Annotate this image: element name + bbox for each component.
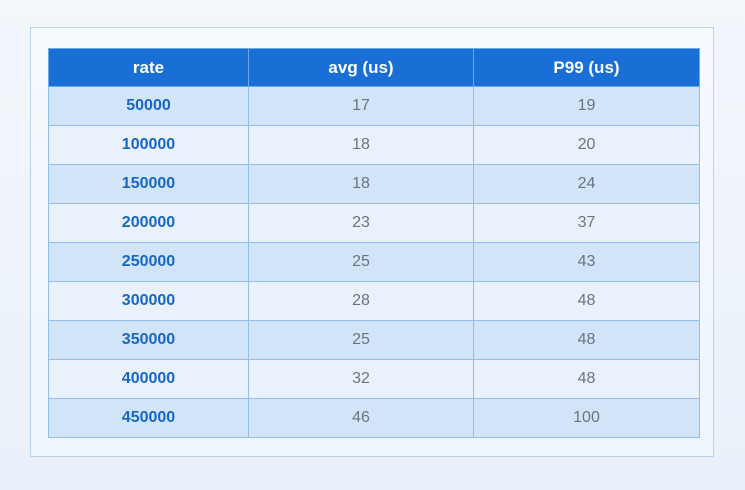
cell-p99: 20: [473, 125, 700, 165]
latency-table: rate avg (us) P99 (us) 50000 17 19 10000…: [48, 48, 700, 438]
table-header-row: rate avg (us) P99 (us): [48, 48, 700, 87]
header-avg: avg (us): [248, 48, 474, 87]
cell-avg: 23: [248, 203, 474, 243]
cell-avg: 25: [248, 320, 474, 360]
cell-p99: 48: [473, 359, 700, 399]
cell-avg: 17: [248, 86, 474, 126]
table-panel: rate avg (us) P99 (us) 50000 17 19 10000…: [30, 27, 714, 457]
cell-rate: 450000: [48, 398, 249, 438]
cell-avg: 32: [248, 359, 474, 399]
cell-p99: 37: [473, 203, 700, 243]
cell-rate: 350000: [48, 320, 249, 360]
cell-avg: 25: [248, 242, 474, 282]
cell-p99: 19: [473, 86, 700, 126]
cell-rate: 150000: [48, 164, 249, 204]
table-row: 350000 25 48: [48, 320, 700, 360]
cell-p99: 24: [473, 164, 700, 204]
cell-avg: 18: [248, 164, 474, 204]
header-p99: P99 (us): [473, 48, 700, 87]
cell-rate: 50000: [48, 86, 249, 126]
cell-rate: 400000: [48, 359, 249, 399]
table-row: 100000 18 20: [48, 125, 700, 165]
cell-p99: 100: [473, 398, 700, 438]
cell-rate: 200000: [48, 203, 249, 243]
cell-avg: 18: [248, 125, 474, 165]
table-row: 450000 46 100: [48, 398, 700, 438]
cell-p99: 48: [473, 320, 700, 360]
cell-p99: 43: [473, 242, 700, 282]
header-rate: rate: [48, 48, 249, 87]
table-row: 50000 17 19: [48, 86, 700, 126]
table-row: 300000 28 48: [48, 281, 700, 321]
table-row: 250000 25 43: [48, 242, 700, 282]
table-row: 400000 32 48: [48, 359, 700, 399]
cell-avg: 46: [248, 398, 474, 438]
table-row: 150000 18 24: [48, 164, 700, 204]
cell-rate: 250000: [48, 242, 249, 282]
cell-avg: 28: [248, 281, 474, 321]
cell-rate: 100000: [48, 125, 249, 165]
cell-rate: 300000: [48, 281, 249, 321]
cell-p99: 48: [473, 281, 700, 321]
table-row: 200000 23 37: [48, 203, 700, 243]
